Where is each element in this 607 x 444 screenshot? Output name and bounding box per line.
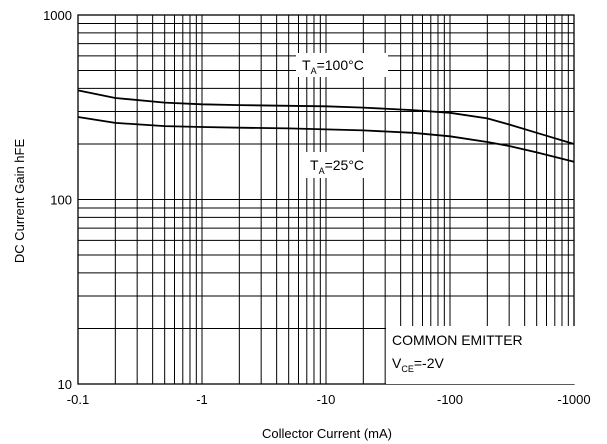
t100-label-sub: A bbox=[311, 66, 317, 76]
legend-box-line2-main: V bbox=[392, 355, 402, 371]
t100-label-main: T bbox=[302, 57, 311, 73]
series-line-ta-25c bbox=[77, 116, 575, 163]
legend-box-line2-sub: CE bbox=[401, 364, 414, 374]
y-tick-labels: 10 100 1000 bbox=[43, 8, 72, 392]
x-tick-label: -1 bbox=[196, 392, 208, 407]
x-tick-label: -0.1 bbox=[67, 392, 89, 407]
grid bbox=[78, 15, 574, 384]
t100-label: TA=100°C bbox=[302, 57, 364, 76]
y-tick-label: 1000 bbox=[43, 8, 72, 23]
y-tick-label: 100 bbox=[50, 193, 72, 208]
x-axis-title: Collector Current (mA) bbox=[262, 426, 392, 441]
t100-label-rest: =100°C bbox=[317, 57, 364, 73]
x-tick-label: -10 bbox=[317, 392, 336, 407]
series-layer bbox=[77, 89, 575, 163]
t25-label: TA=25°C bbox=[310, 157, 364, 176]
legend-box-line1: COMMON EMITTER bbox=[392, 332, 523, 348]
legend-box-line2-rest: =-2V bbox=[414, 355, 445, 371]
t25-label-rest: =25°C bbox=[325, 157, 364, 173]
t25-label-sub: A bbox=[319, 166, 325, 176]
legend-box-line2: VCE=-2V bbox=[392, 355, 444, 374]
y-axis-title: DC Current Gain hFE bbox=[12, 139, 27, 264]
t25-label-main: T bbox=[310, 157, 319, 173]
t100-label-bg bbox=[296, 53, 388, 77]
x-tick-label: -1000 bbox=[557, 392, 590, 407]
legend-box-bg bbox=[386, 326, 576, 384]
x-tick-label: -100 bbox=[437, 392, 463, 407]
y-tick-label: 10 bbox=[58, 377, 72, 392]
x-tick-labels: -0.1 -1 -10 -100 -1000 bbox=[67, 392, 591, 407]
t25-label-bg bbox=[304, 152, 382, 178]
series-line-ta-100c bbox=[77, 89, 575, 145]
plot-frame bbox=[77, 14, 575, 385]
